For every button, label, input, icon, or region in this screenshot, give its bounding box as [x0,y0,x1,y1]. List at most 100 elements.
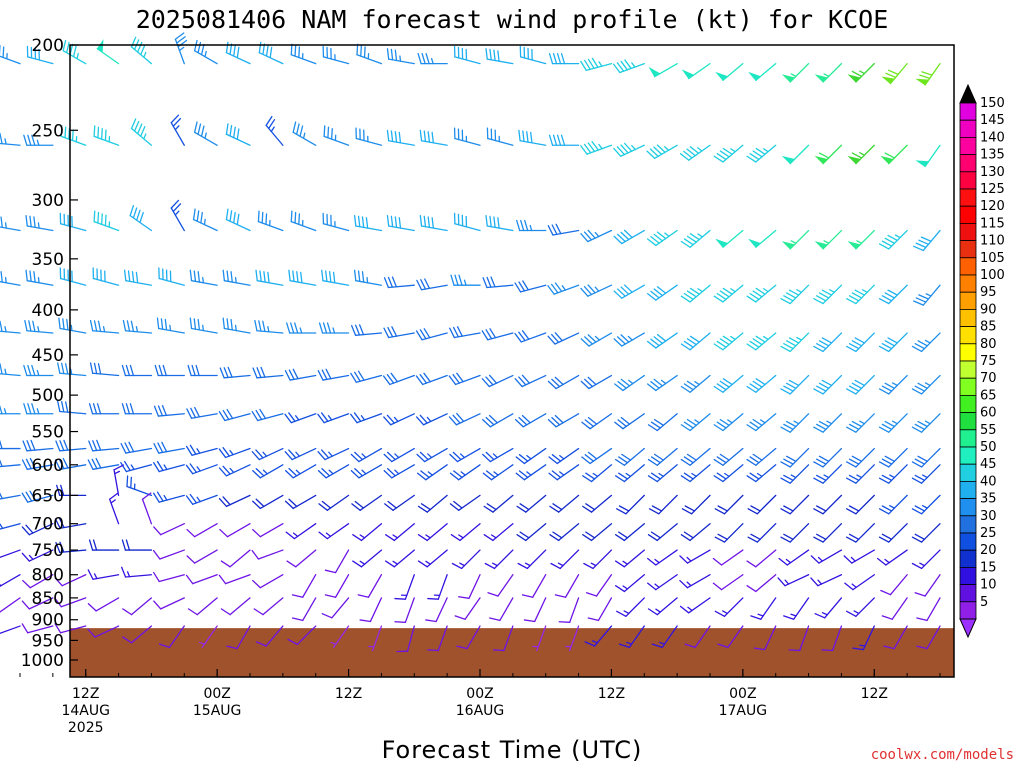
y-tick-label: 250 [32,121,64,141]
y-tick-label: 850 [32,589,64,609]
wind-barb [777,574,810,587]
wind-barb [580,284,613,297]
wind-barb [359,597,383,623]
wind-barb [287,625,317,646]
wind-barb [253,597,284,616]
wind-barb [88,439,120,452]
wind-barb [911,447,941,468]
wind-barb [748,229,777,248]
wind-barb [186,549,218,564]
wind-barb [878,447,908,468]
colorbar-label: 140 [980,130,1005,145]
wind-barb [532,625,547,652]
wind-barb [580,229,613,243]
colorbar-label: 60 [980,406,997,421]
colorbar-label: 130 [980,165,1005,180]
wind-barb [847,62,875,83]
wind-barb [417,523,448,542]
wind-barb [548,134,580,146]
wind-barb [580,141,613,155]
wind-barb [153,441,185,454]
wind-barb [813,374,843,395]
wind-barb [417,464,448,481]
wind-barb [482,447,514,463]
wind-barb [713,374,744,393]
wind-barb [585,574,613,597]
wind-barb [715,229,744,248]
wind-barb [514,280,547,293]
wind-barb [130,36,153,65]
colorbar-swatch [959,377,977,396]
wind-barb [222,317,251,334]
wind-barb [613,284,645,299]
colorbar-swatch [959,291,977,310]
wind-barb [21,523,54,536]
wind-barb [580,332,613,347]
wind-barb [252,366,284,379]
wind-barb [218,494,251,508]
colorbar-swatch [959,274,977,293]
wind-barb [88,539,120,551]
wind-barb [547,223,580,236]
wind-barb [614,447,645,466]
colorbar-swatch [959,171,977,190]
wind-barb [846,374,875,395]
wind-barb [218,574,251,585]
wind-barb [350,464,383,479]
wind-barb [449,326,481,339]
wind-barb [878,332,908,353]
wind-barb [485,48,514,65]
wind-barb [317,464,350,479]
wind-barb [547,282,580,295]
wind-barb [483,523,514,542]
wind-barb [554,574,580,598]
wind-barb [780,494,810,515]
wind-barb [648,62,678,78]
wind-barb [880,144,908,165]
wind-barb [911,494,941,515]
wind-barb [156,317,185,334]
wind-barb [680,464,711,483]
x-tick-label: 12Z [72,686,99,702]
colorbar-label: 65 [980,388,997,403]
wind-barb [453,127,481,146]
wind-barb [614,523,645,542]
x-axis-label: Forecast Time (UTC) [382,736,643,764]
wind-barb [878,464,908,484]
wind-barb [780,284,810,305]
wind-barb [170,199,185,232]
wind-barb [454,597,481,620]
wind-barb [450,274,481,286]
wind-barb [481,328,514,341]
wind-barb [515,447,547,465]
wind-barb [254,319,284,334]
wind-barb [186,406,218,419]
wind-barb [0,597,21,613]
wind-barb [284,464,317,479]
wind-barb [913,229,941,252]
wind-barb [647,413,678,432]
colorbar-label: 55 [980,423,997,438]
wind-barb [383,413,415,426]
wind-barb [383,464,415,479]
wind-barb [322,212,350,232]
colorbar-swatch [959,498,977,517]
wind-barb [288,269,317,286]
wind-barb [911,523,941,543]
wind-barb [219,366,251,379]
colorbar-swatch [959,119,977,138]
wind-barb [616,597,645,617]
wind-barb [284,412,317,424]
colorbar-swatch [959,136,977,155]
wind-barb [781,62,810,83]
wind-barb [192,208,218,232]
colorbar-swatch [959,240,977,259]
wind-barbs [0,32,941,653]
wind-barb [519,45,547,65]
wind-barb [583,549,613,570]
wind-barb [549,523,580,542]
wind-barb [813,523,843,543]
wind-barb [251,549,284,560]
